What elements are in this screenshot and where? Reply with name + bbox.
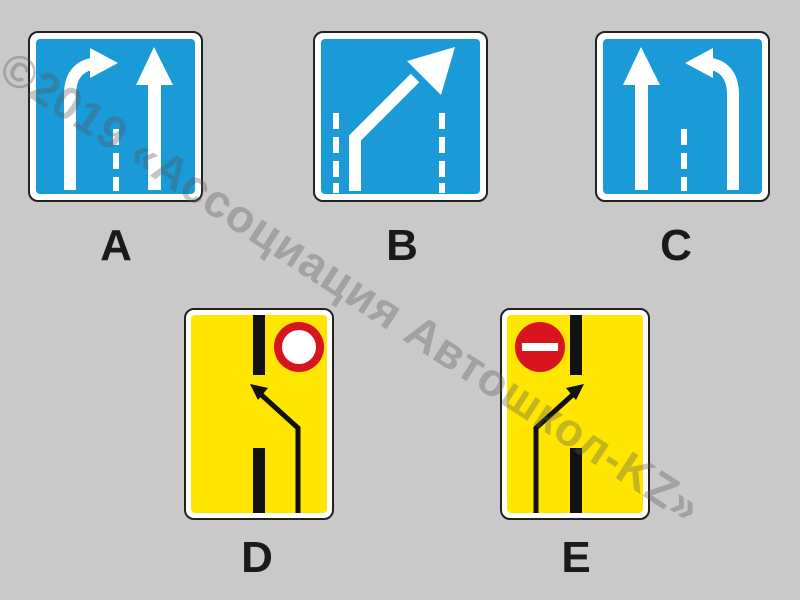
lane-shift-right-icon <box>321 39 480 194</box>
label-e: E <box>561 533 591 582</box>
lane-arrows-right-curve-icon <box>603 39 762 194</box>
lane-arrows-left-curve-icon <box>36 39 195 194</box>
label-a: A <box>100 221 132 270</box>
lane-bypass-left-icon <box>191 315 327 513</box>
label-b: B <box>386 221 418 270</box>
label-d: D <box>241 533 273 582</box>
sign-b <box>313 31 488 202</box>
sign-c <box>595 31 770 202</box>
lane-bypass-right-icon <box>507 315 643 513</box>
label-c: C <box>660 221 692 270</box>
sign-a <box>28 31 203 202</box>
sign-d <box>184 308 334 520</box>
sign-e <box>500 308 650 520</box>
